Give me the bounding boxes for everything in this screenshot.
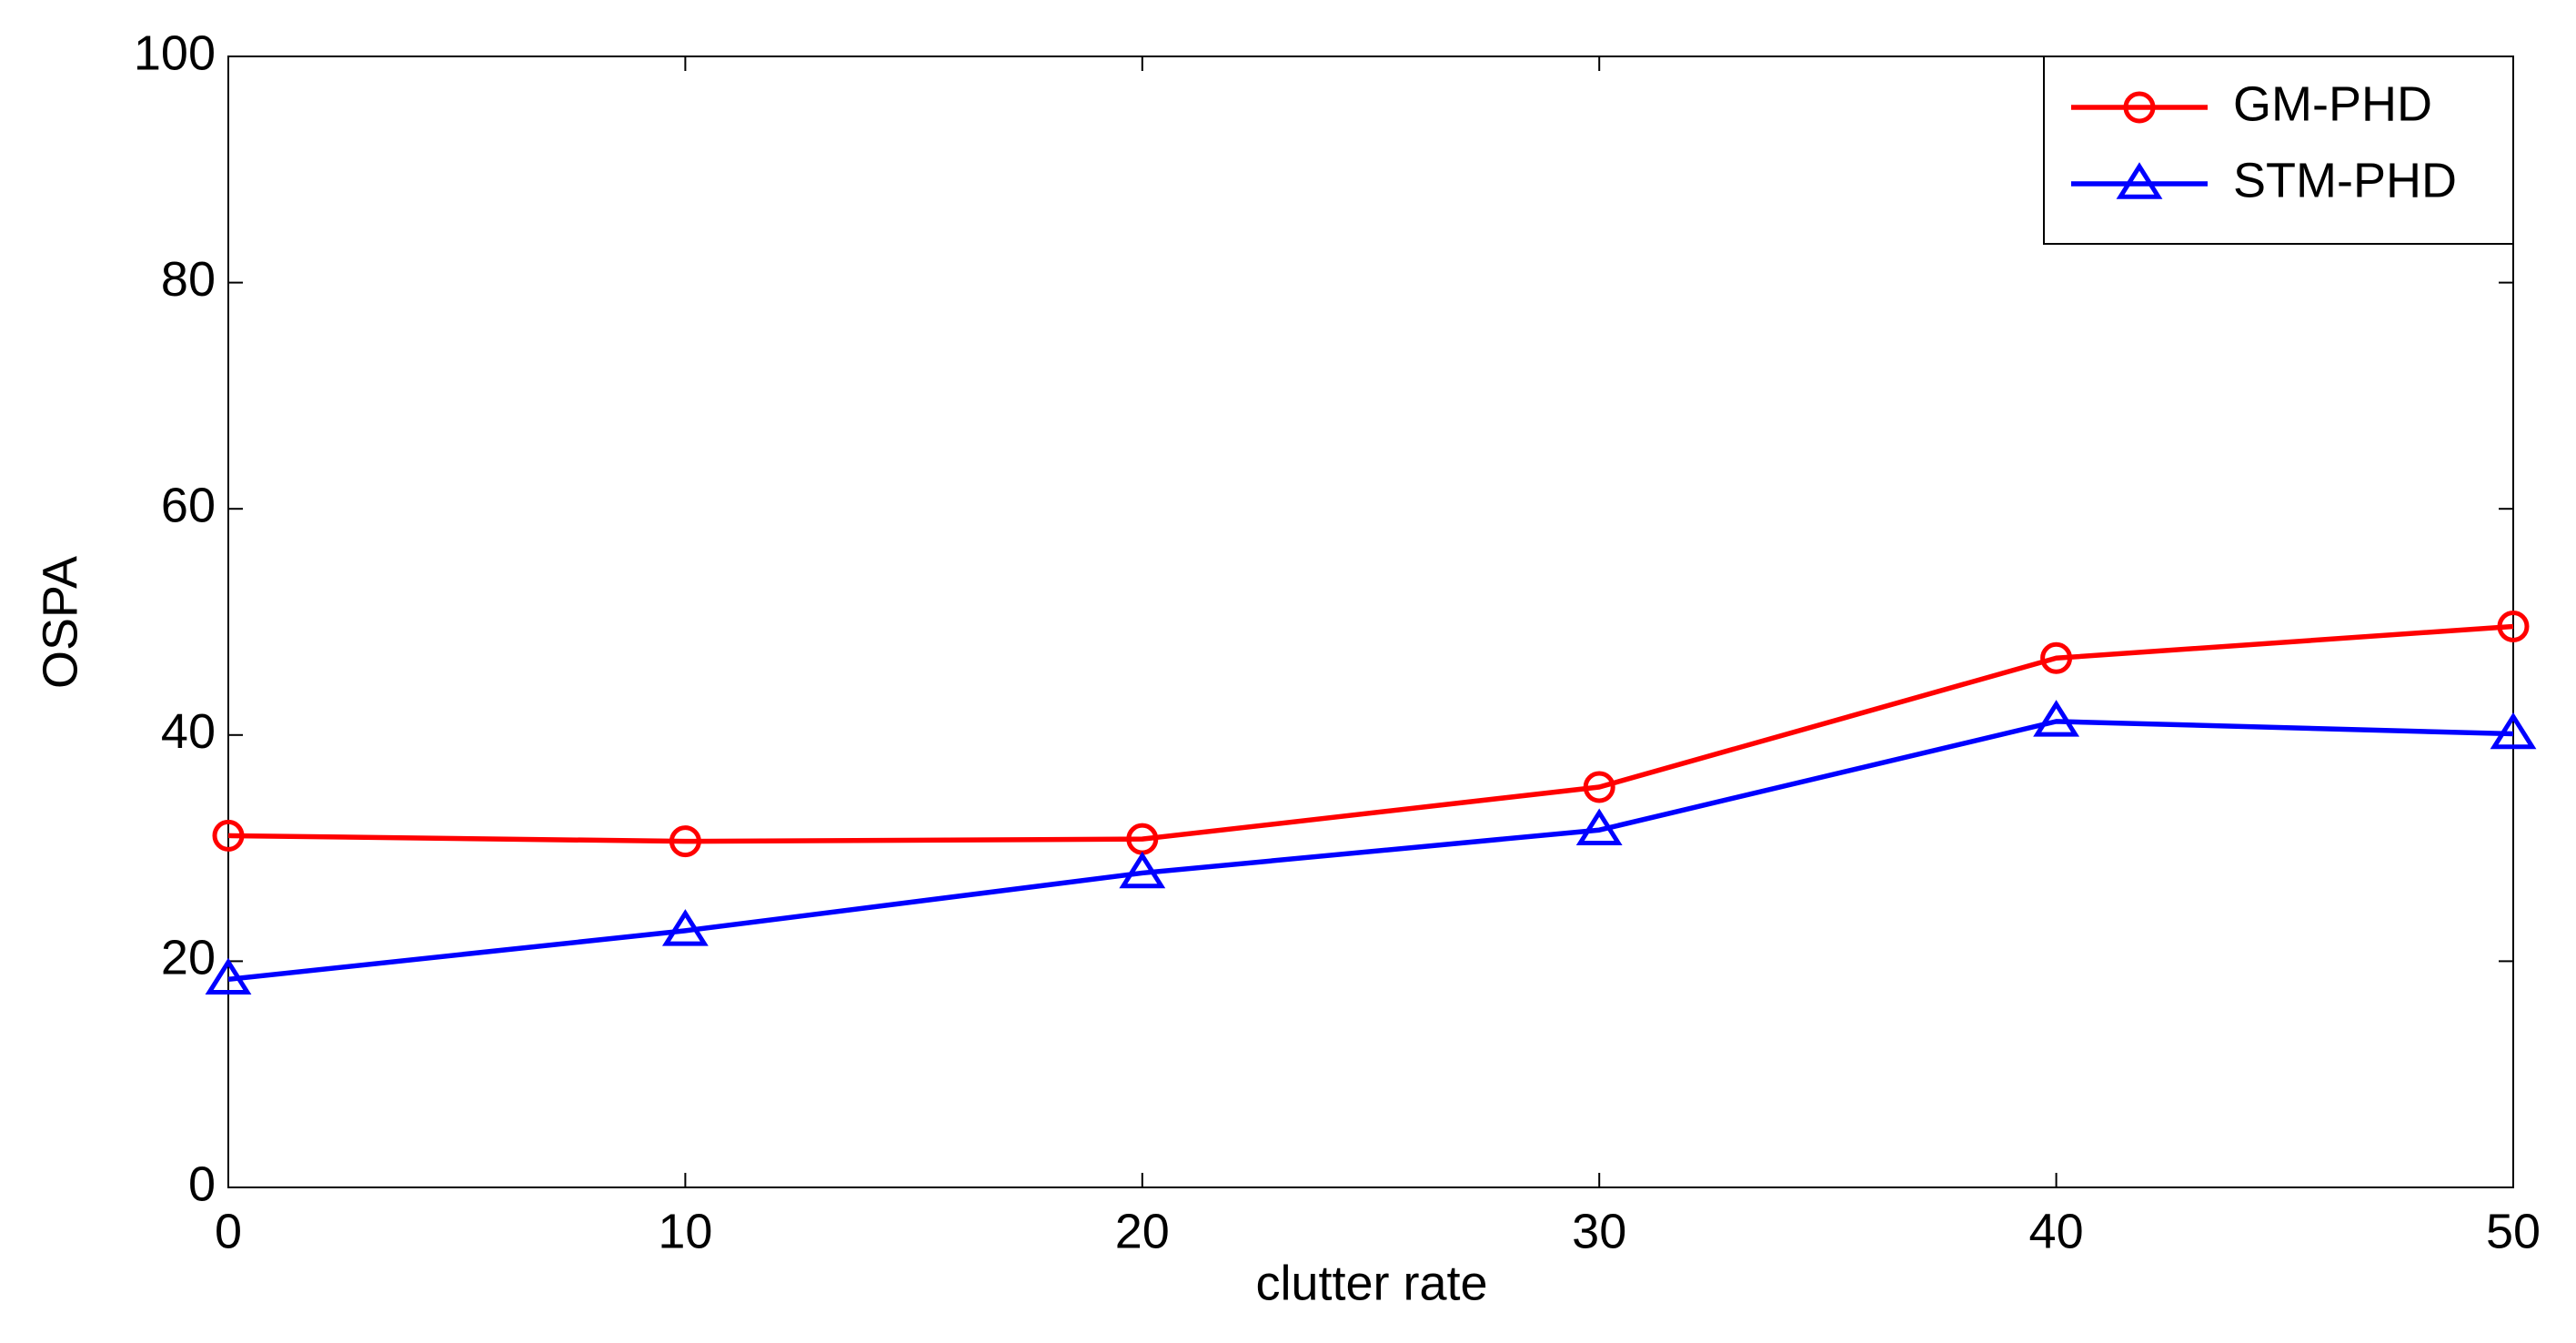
x-tick-label: 40 (2029, 1204, 2084, 1258)
x-tick-label: 20 (1115, 1204, 1170, 1258)
x-tick-label: 30 (1572, 1204, 1626, 1258)
x-tick-label: 10 (658, 1204, 712, 1258)
y-axis-label: OSPA (33, 556, 87, 689)
data-point (1583, 771, 1615, 803)
legend-label: STM-PHD (2233, 153, 2457, 207)
data-point (212, 819, 245, 852)
data-point (669, 825, 701, 858)
y-tick-label: 20 (161, 931, 216, 985)
y-tick-label: 0 (188, 1156, 216, 1211)
data-point (2490, 712, 2537, 750)
y-tick-label: 100 (134, 25, 216, 80)
plot-frame (227, 56, 2514, 1188)
x-tick-label: 50 (2486, 1204, 2541, 1258)
y-tick-label: 80 (161, 252, 216, 307)
data-point (2033, 700, 2080, 737)
x-axis-label: clutter rate (1255, 1256, 1487, 1310)
legend-label: GM-PHD (2233, 76, 2432, 131)
legend-marker (2116, 162, 2163, 199)
series-line (227, 719, 2514, 983)
data-point (205, 957, 252, 995)
series-line (227, 623, 2514, 844)
legend-box (2043, 56, 2514, 245)
y-tick-label: 60 (161, 478, 216, 532)
data-point (661, 909, 709, 946)
x-tick-label: 0 (215, 1204, 242, 1258)
y-tick-label: 40 (161, 704, 216, 759)
data-point (2040, 641, 2073, 674)
data-point (1575, 808, 1623, 845)
legend-marker (2123, 91, 2156, 124)
data-point (1119, 851, 1166, 889)
data-point (2497, 610, 2530, 642)
